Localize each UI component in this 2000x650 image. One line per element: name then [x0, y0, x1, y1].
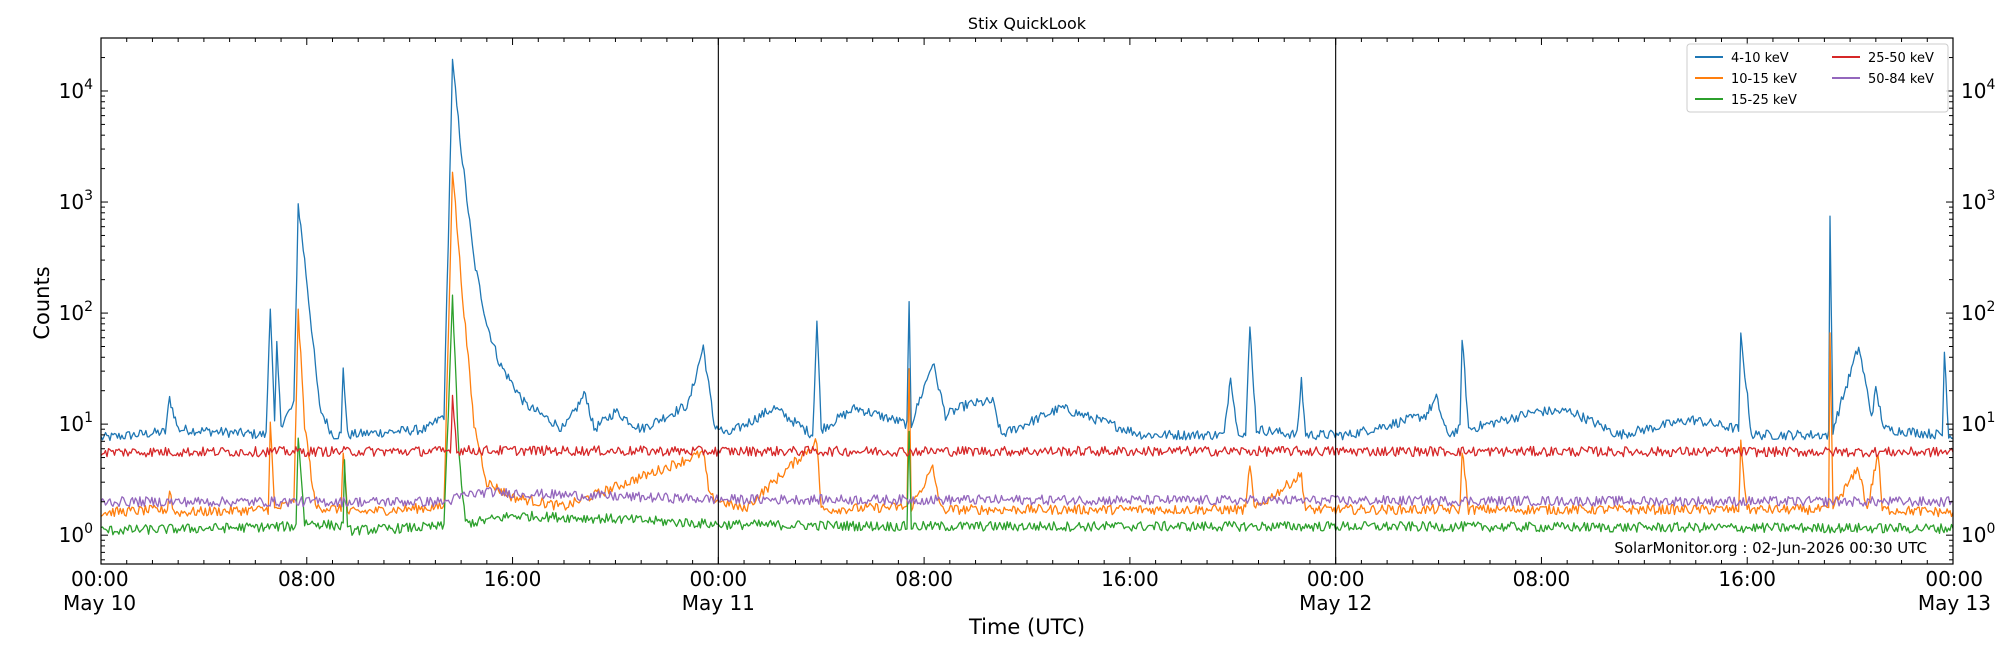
x-tick-label: 16:00: [1101, 567, 1159, 591]
y-tick-label-left: 100: [59, 521, 93, 547]
x-axis-title: Time (UTC): [968, 615, 1085, 639]
y-tick-label-right: 103: [1961, 188, 1995, 214]
legend-box: [1686, 43, 1949, 113]
series-line-4-10-keV: [100, 58, 1954, 442]
series-line-15-25-keV: [100, 294, 1954, 536]
x-date-label: May 12: [1299, 591, 1372, 615]
series-line-50-84-keV: [100, 486, 1954, 508]
x-tick-label: 08:00: [895, 567, 953, 591]
legend-label: 15-25 keV: [1731, 93, 1797, 108]
series-line-25-50-keV: [100, 394, 1954, 458]
x-date-label: May 11: [682, 591, 755, 615]
x-tick-label: 08:00: [278, 567, 336, 591]
x-tick-label: 00:00: [1307, 567, 1365, 591]
y-tick-label-left: 102: [59, 299, 93, 325]
series-line-10-15-keV: [100, 171, 1954, 518]
y-axis-title: Counts: [30, 266, 54, 339]
x-tick-label: 00:00: [690, 567, 748, 591]
y-tick-label-left: 101: [59, 410, 93, 436]
y-axis: 100 100 101 101 102 102 103 103 104 104: [59, 37, 1995, 561]
x-date-label: May 13: [1918, 591, 1991, 615]
y-tick-label-right: 100: [1961, 521, 1995, 547]
y-tick-label-left: 104: [59, 77, 93, 103]
legend-label: 4-10 keV: [1731, 51, 1789, 66]
y-tick-label-left: 103: [59, 188, 93, 214]
day-boundary-layer: [717, 38, 1337, 564]
y-tick-label-right: 102: [1961, 299, 1995, 325]
x-tick-label: 08:00: [1513, 567, 1571, 591]
x-tick-label: 16:00: [1718, 567, 1776, 591]
series-layer: [100, 58, 1954, 536]
y-tick-label-right: 101: [1961, 410, 1995, 436]
y-tick-label-right: 104: [1961, 77, 1995, 103]
watermark: SolarMonitor.org : 02-Jun-2026 00:30 UTC: [1614, 539, 1927, 557]
x-date-label: May 10: [63, 591, 136, 615]
chart-title: Stix QuickLook: [968, 14, 1087, 33]
plot-frame: [100, 37, 1954, 565]
legend-label: 10-15 keV: [1731, 72, 1797, 87]
chart-legend: 4-10 keV 10-15 keV 15-25 keV 25-50 keV 50-84…: [1686, 43, 1949, 113]
x-tick-label: 00:00: [71, 567, 129, 591]
x-tick-label: 00:00: [1925, 567, 1983, 591]
legend-label: 25-50 keV: [1868, 51, 1934, 66]
x-tick-label: 16:00: [484, 567, 542, 591]
legend-label: 50-84 keV: [1868, 72, 1934, 87]
